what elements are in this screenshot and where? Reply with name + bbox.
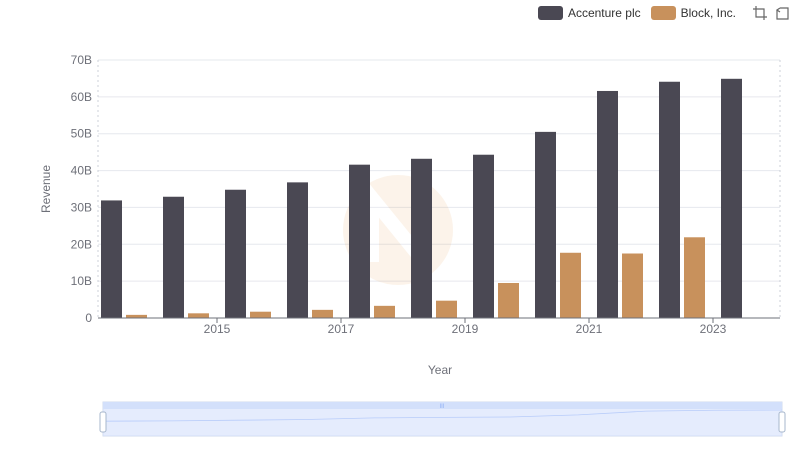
restore-icon[interactable] xyxy=(774,5,790,21)
legend-label-block: Block, Inc. xyxy=(680,6,736,20)
y-tick-label: 40B xyxy=(71,164,92,178)
bar-accenture-2017[interactable] xyxy=(287,182,308,318)
data-zoom-handle-right[interactable] xyxy=(778,411,786,433)
bar-accenture-2021[interactable] xyxy=(535,131,556,318)
y-axis-label: Revenue xyxy=(39,165,53,213)
axes xyxy=(97,60,781,323)
x-tick-label: 2017 xyxy=(328,322,355,336)
data-zoom-slider[interactable]: III xyxy=(99,401,786,437)
bars xyxy=(101,78,742,319)
x-tick-labels: 2015 2017 2019 2021 2023 xyxy=(204,322,727,336)
x-axis-label: Year xyxy=(428,363,452,377)
bar-block-2021[interactable] xyxy=(560,252,581,318)
bar-block-2020[interactable] xyxy=(498,282,519,318)
legend-swatch-block xyxy=(650,6,676,20)
legend-label-accenture: Accenture plc xyxy=(567,6,641,20)
bar-block-2019[interactable] xyxy=(436,300,457,318)
bar-accenture-2020[interactable] xyxy=(473,154,494,318)
bar-block-2022[interactable] xyxy=(622,253,643,319)
data-zoom-drag-grip[interactable]: III xyxy=(439,404,444,410)
bar-accenture-2024[interactable] xyxy=(721,78,742,318)
x-tick-label: 2023 xyxy=(700,322,727,336)
bar-accenture-2022[interactable] xyxy=(597,90,618,319)
x-tick-label: 2015 xyxy=(204,322,231,336)
data-zoom-top-bar[interactable] xyxy=(103,402,782,409)
bar-block-2018[interactable] xyxy=(374,305,395,318)
legend-swatch-accenture xyxy=(537,6,563,20)
bar-accenture-2016[interactable] xyxy=(225,189,246,318)
legend-item-block[interactable]: Block, Inc. xyxy=(650,6,736,20)
bar-accenture-2015[interactable] xyxy=(163,196,184,318)
bar-block-2023[interactable] xyxy=(684,237,705,318)
bar-accenture-2023[interactable] xyxy=(659,81,680,318)
data-zoom-handle-left[interactable] xyxy=(99,411,107,433)
y-tick-label: 20B xyxy=(71,237,92,251)
y-tick-label: 70B xyxy=(71,53,92,67)
bar-block-2017[interactable] xyxy=(312,309,333,318)
y-tick-labels: 0 10B 20B 30B 40B 50B 60B 70B xyxy=(71,53,93,325)
legend-item-accenture[interactable]: Accenture plc xyxy=(537,6,641,20)
zoom-icon[interactable] xyxy=(752,5,768,21)
bar-accenture-2018[interactable] xyxy=(349,164,370,318)
bar-block-2015[interactable] xyxy=(188,313,209,318)
bar-block-2016[interactable] xyxy=(250,311,271,318)
grid-lines xyxy=(98,59,780,282)
x-tick-label: 2019 xyxy=(452,322,479,336)
bar-accenture-2014[interactable] xyxy=(101,200,122,318)
y-tick-label: 30B xyxy=(71,200,92,214)
y-tick-label: 0 xyxy=(85,311,92,325)
x-tick-label: 2021 xyxy=(576,322,603,336)
y-tick-label: 60B xyxy=(71,90,92,104)
bar-block-2014[interactable] xyxy=(126,314,147,318)
legend: Accenture plc Block, Inc. xyxy=(537,4,790,22)
y-tick-label: 10B xyxy=(71,274,92,288)
y-tick-label: 50B xyxy=(71,127,92,141)
bar-accenture-2019[interactable] xyxy=(411,158,432,318)
